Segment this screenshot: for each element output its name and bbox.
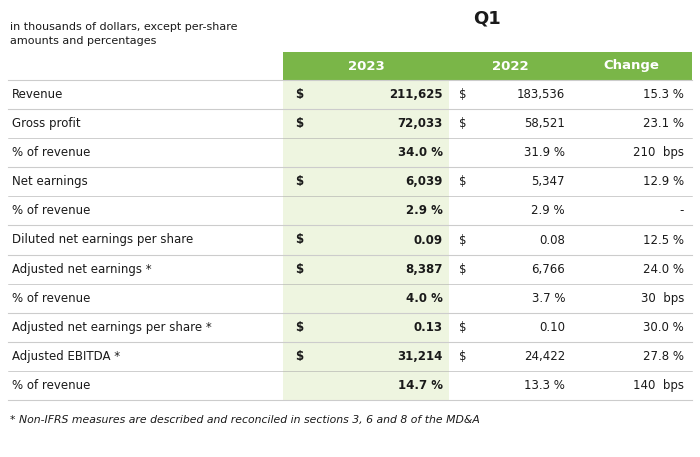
Text: $: $ <box>295 175 303 188</box>
Text: $: $ <box>295 263 303 276</box>
Text: Change: Change <box>603 59 659 73</box>
Text: 2.9 %: 2.9 % <box>406 204 443 218</box>
Text: 13.3 %: 13.3 % <box>524 379 565 392</box>
Text: $: $ <box>459 88 466 101</box>
Text: in thousands of dollars, except per-share: in thousands of dollars, except per-shar… <box>10 22 237 32</box>
Text: 24,422: 24,422 <box>524 350 565 363</box>
Text: 183,536: 183,536 <box>517 88 565 101</box>
Text: Net earnings: Net earnings <box>12 175 88 188</box>
Text: 23.1 %: 23.1 % <box>643 117 684 130</box>
Text: $: $ <box>295 321 303 334</box>
Text: % of revenue: % of revenue <box>12 292 90 305</box>
Text: 4.0 %: 4.0 % <box>406 292 443 305</box>
Text: 0.13: 0.13 <box>414 321 443 334</box>
Text: 140  bps: 140 bps <box>633 379 684 392</box>
Text: 0.08: 0.08 <box>539 234 565 246</box>
Text: 27.8 %: 27.8 % <box>643 350 684 363</box>
Text: -: - <box>680 204 684 218</box>
Text: 0.09: 0.09 <box>414 234 443 246</box>
Text: 0.10: 0.10 <box>539 321 565 334</box>
Text: 31.9 %: 31.9 % <box>524 146 565 159</box>
Text: Adjusted net earnings *: Adjusted net earnings * <box>12 263 152 276</box>
Bar <box>571 52 692 80</box>
Text: % of revenue: % of revenue <box>12 146 90 159</box>
Text: 30.0 %: 30.0 % <box>643 321 684 334</box>
Text: 6,766: 6,766 <box>531 263 565 276</box>
Text: $: $ <box>295 117 303 130</box>
Text: * Non-IFRS measures are described and reconciled in sections 3, 6 and 8 of the M: * Non-IFRS measures are described and re… <box>10 415 480 425</box>
Bar <box>449 52 571 80</box>
Text: $: $ <box>459 263 466 276</box>
Text: $: $ <box>295 350 303 363</box>
Text: 3.7 %: 3.7 % <box>531 292 565 305</box>
Text: 2022: 2022 <box>491 59 528 73</box>
Text: 31,214: 31,214 <box>398 350 443 363</box>
Text: $: $ <box>459 175 466 188</box>
Bar <box>283 52 449 80</box>
Text: $: $ <box>459 350 466 363</box>
Text: $: $ <box>295 234 303 246</box>
Text: 5,347: 5,347 <box>531 175 565 188</box>
Text: 12.5 %: 12.5 % <box>643 234 684 246</box>
Text: amounts and percentages: amounts and percentages <box>10 36 156 46</box>
Text: 6,039: 6,039 <box>405 175 443 188</box>
Text: 15.3 %: 15.3 % <box>643 88 684 101</box>
Bar <box>283 80 449 400</box>
Text: Adjusted net earnings per share *: Adjusted net earnings per share * <box>12 321 211 334</box>
Text: $: $ <box>459 117 466 130</box>
Text: Adjusted EBITDA *: Adjusted EBITDA * <box>12 350 120 363</box>
Text: 2023: 2023 <box>348 59 384 73</box>
Text: 12.9 %: 12.9 % <box>643 175 684 188</box>
Text: % of revenue: % of revenue <box>12 379 90 392</box>
Text: Revenue: Revenue <box>12 88 64 101</box>
Text: 8,387: 8,387 <box>405 263 443 276</box>
Text: 58,521: 58,521 <box>524 117 565 130</box>
Text: Diluted net earnings per share: Diluted net earnings per share <box>12 234 193 246</box>
Text: 34.0 %: 34.0 % <box>398 146 443 159</box>
Text: $: $ <box>295 88 303 101</box>
Text: $: $ <box>459 234 466 246</box>
Text: 24.0 %: 24.0 % <box>643 263 684 276</box>
Text: Q1: Q1 <box>474 10 501 28</box>
Text: 211,625: 211,625 <box>389 88 443 101</box>
Text: 72,033: 72,033 <box>398 117 443 130</box>
Text: 210  bps: 210 bps <box>633 146 684 159</box>
Text: 14.7 %: 14.7 % <box>398 379 443 392</box>
Text: $: $ <box>459 321 466 334</box>
Text: % of revenue: % of revenue <box>12 204 90 218</box>
Text: Gross profit: Gross profit <box>12 117 81 130</box>
Text: 30  bps: 30 bps <box>640 292 684 305</box>
Text: 2.9 %: 2.9 % <box>531 204 565 218</box>
